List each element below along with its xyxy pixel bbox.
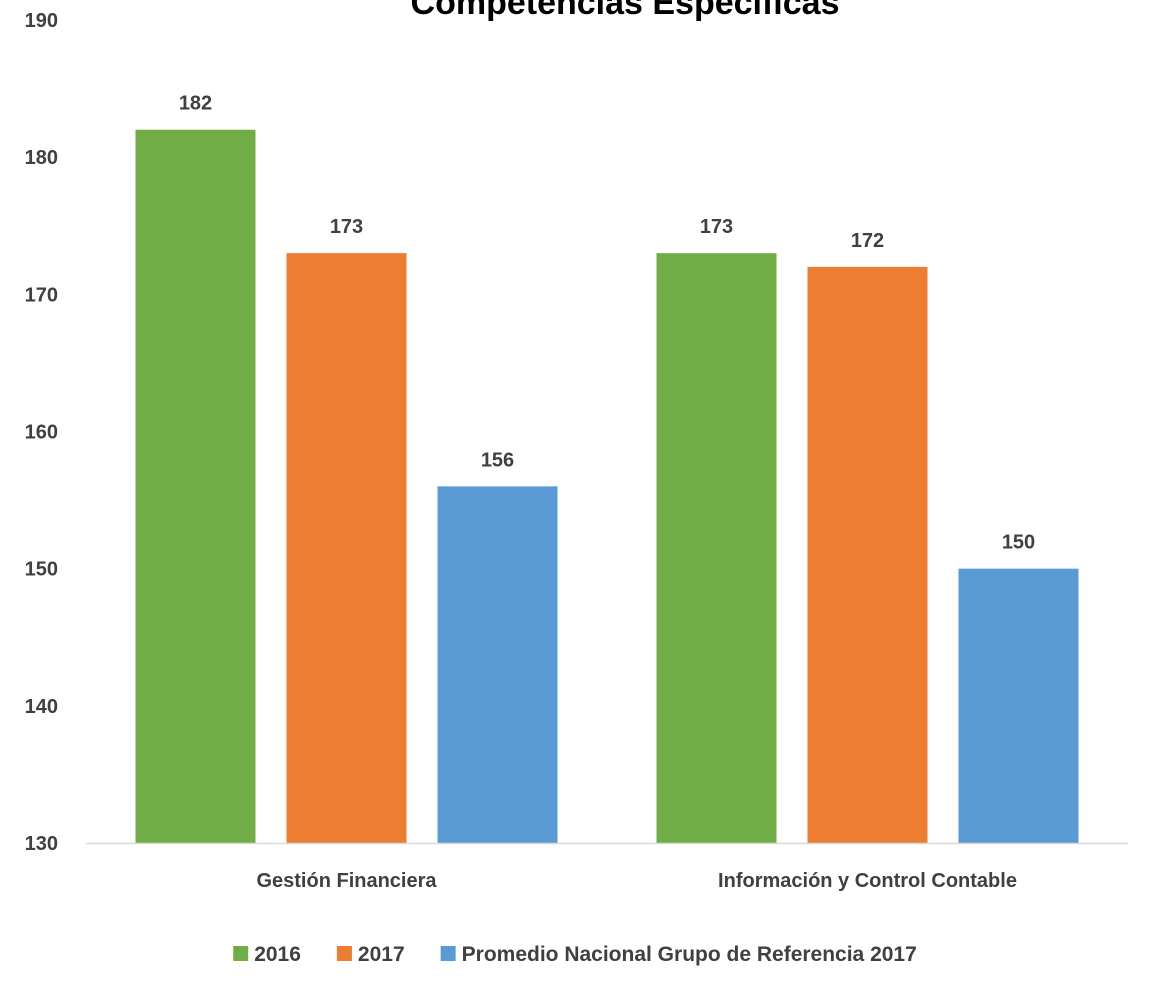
legend-label: 2016 [254, 943, 301, 966]
x-category-label: Información y Control Contable [718, 870, 1017, 892]
bar-promedio-nacional-grupo-de-referencia-2017-1 [437, 486, 558, 843]
y-axis: 130 140 150 160 170 180 190 [25, 10, 58, 855]
legend-item: 2016 [233, 943, 301, 966]
legend-label: Promedio Nacional Grupo de Referencia 20… [462, 943, 917, 966]
x-category-label: Gestión Financiera [256, 870, 437, 892]
legend-label: 2017 [358, 943, 405, 966]
legend-item: 2017 [336, 943, 405, 966]
y-tick-label: 180 [25, 147, 58, 169]
data-label: 172 [851, 230, 884, 252]
y-tick-label: 150 [25, 559, 58, 581]
legend-swatch [336, 946, 352, 961]
y-tick-label: 170 [25, 284, 58, 306]
bar-promedio-nacional-grupo-de-referencia-2017-2 [958, 568, 1079, 843]
bar-2017-2 [807, 266, 928, 843]
chart-title: Competencias Específicas [411, 0, 840, 22]
data-label: 150 [1002, 532, 1035, 554]
data-label: 182 [179, 93, 212, 115]
legend-swatch [233, 946, 249, 961]
data-label: 173 [330, 216, 363, 238]
y-tick-label: 140 [25, 696, 58, 718]
data-label: 173 [700, 216, 733, 238]
bar-2016-2 [656, 253, 777, 843]
legend-item: Promedio Nacional Grupo de Referencia 20… [440, 943, 917, 966]
bar-2016-1 [135, 129, 256, 843]
bars [135, 129, 1079, 843]
y-tick-label: 160 [25, 422, 58, 444]
y-tick-label: 130 [25, 833, 58, 855]
data-label: 156 [481, 449, 514, 471]
legend-swatch [440, 946, 456, 961]
data-labels: 182 173 156 173 172 150 [179, 93, 1035, 554]
x-axis: Gestión Financiera Información y Control … [256, 870, 1016, 892]
y-tick-label: 190 [25, 10, 58, 32]
legend: 2016 2017 Promedio Nacional Grupo de Refer… [233, 943, 917, 966]
bar-2017-1 [286, 253, 407, 843]
